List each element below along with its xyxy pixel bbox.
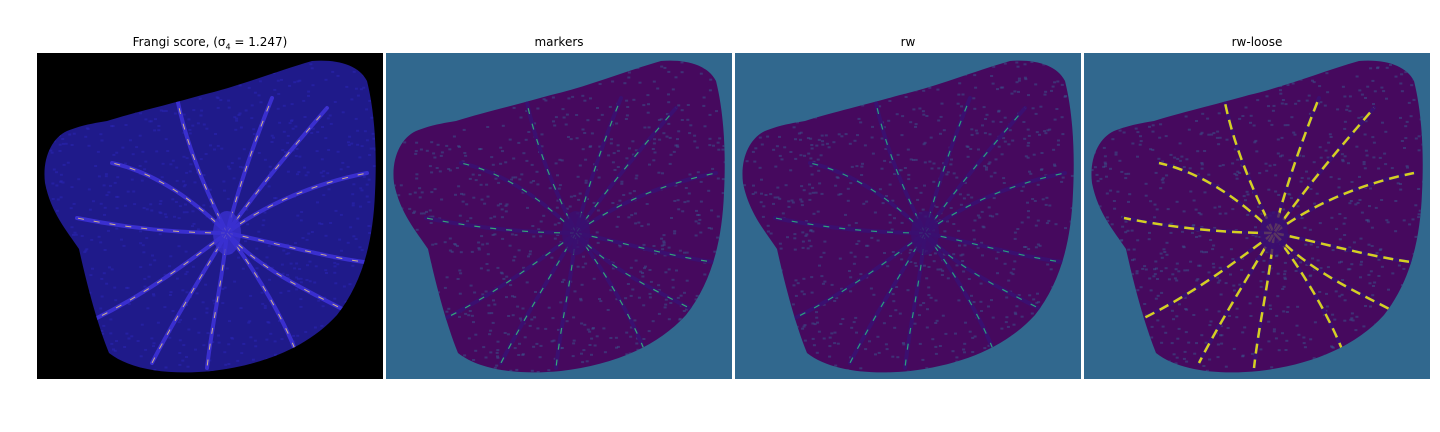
optic-disc [213, 211, 241, 255]
vessel-highlight [924, 232, 1071, 264]
title-sub: 4 [225, 42, 231, 52]
vessel-highlight [176, 97, 228, 234]
vessel-highlight [445, 232, 577, 319]
title-tail: = 1.247) [230, 35, 288, 49]
vessel-highlight [226, 97, 273, 234]
panel-title-markers: markers [534, 35, 584, 49]
vessel-highlight [226, 232, 373, 264]
image-panel-rw [735, 53, 1081, 379]
vessel-highlight [924, 97, 971, 234]
vessel-highlight [500, 232, 577, 364]
vessel-highlight [924, 232, 1066, 324]
vessel-highlight [1272, 107, 1375, 234]
vessel-highlight [226, 232, 368, 324]
image-panel-frangi [37, 53, 383, 379]
panel-title-frangi: Frangi score, (σ4 = 1.247) [37, 35, 383, 51]
rw-image [735, 53, 1081, 379]
vessel-highlight [849, 232, 926, 364]
title-text: Frangi score, [132, 35, 214, 49]
vessel-highlight [809, 162, 926, 234]
vessel-highlight [1273, 171, 1415, 235]
vessel-highlight [1143, 231, 1275, 320]
vessel-highlight [425, 217, 577, 234]
vessel-highlight [774, 217, 926, 234]
vessel-highlight [96, 232, 228, 319]
vessel-highlight [924, 107, 1026, 234]
vessel-highlight [460, 162, 577, 234]
panel-title-rw: rw [900, 35, 916, 49]
vessel-highlight [111, 162, 228, 234]
vessel-highlight [1222, 97, 1276, 234]
texture-layer [1091, 60, 1423, 373]
vessel-highlight [1123, 216, 1275, 235]
panel-title-rw-loose: rw-loose [1231, 35, 1283, 49]
vessel-highlight [924, 172, 1066, 234]
image-panel-rw-loose [1084, 53, 1430, 379]
vessel-highlight [575, 172, 717, 234]
vessel-highlight [794, 232, 926, 319]
markers-image [386, 53, 732, 379]
vessel-highlight [575, 107, 677, 234]
vessel-highlight [1158, 161, 1275, 234]
vessel-highlight [226, 107, 328, 234]
vessel-highlight [525, 97, 577, 234]
title-math: (σ [213, 35, 226, 49]
vessel-highlight [575, 232, 717, 324]
image-panel-markers [386, 53, 732, 379]
vessel-highlight [76, 217, 228, 234]
vessel-highlight [575, 232, 722, 264]
rw-loose-image [1084, 53, 1430, 379]
vessel-highlight [226, 172, 368, 234]
vessel-highlight [151, 232, 228, 364]
vessel-highlight [575, 97, 622, 234]
frangi-image [37, 53, 383, 379]
optic-disc [562, 211, 590, 255]
optic-disc [911, 211, 939, 255]
vessel-highlight [1197, 232, 1276, 364]
vessel-highlight [1272, 97, 1321, 234]
vessel-highlight [1273, 231, 1420, 265]
optic-disc [1260, 211, 1288, 255]
vessel-highlight [874, 97, 926, 234]
